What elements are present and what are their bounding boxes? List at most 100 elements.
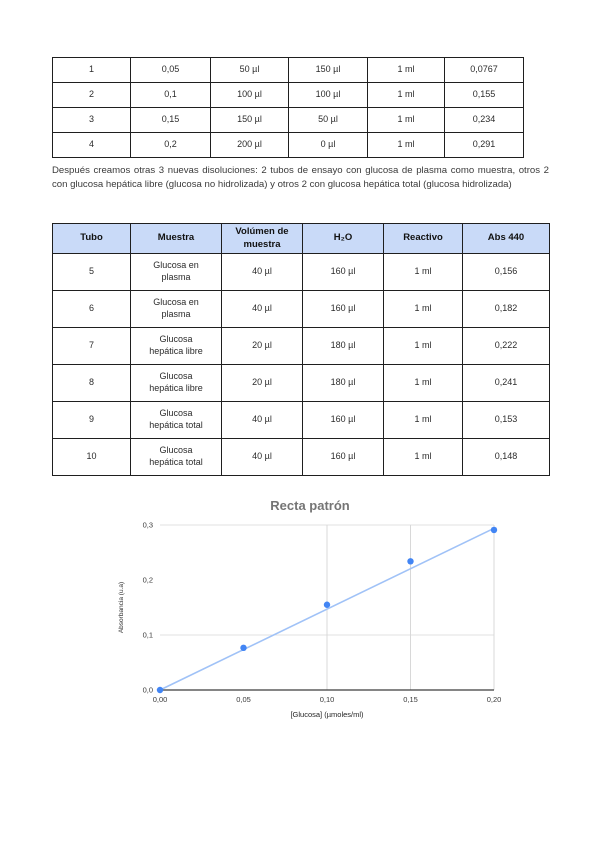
chart-container: 0,0 0,1 0,2 0,3 0,00 0,05 0,10 0,15 0,20 Recta pa… <box>100 493 540 748</box>
table-cell: 150 µl <box>210 107 289 133</box>
table-cell: 100 µl <box>210 82 289 108</box>
x-tick-label: 0,00 <box>153 695 168 704</box>
table-cell: 1 ml <box>383 253 463 291</box>
table-cell: 5 <box>52 253 131 291</box>
data-point <box>407 558 414 565</box>
table-cell: 0,241 <box>462 364 550 402</box>
column-header: Muestra <box>130 223 222 254</box>
table-cell: Glucosa hepática total <box>130 438 222 476</box>
table-cell: 8 <box>52 364 131 402</box>
recta-patron-chart: 0,0 0,1 0,2 0,3 0,00 0,05 0,10 0,15 0,20 Recta pa… <box>118 498 502 719</box>
x-tick-label: 0,10 <box>320 695 335 704</box>
table-cell: 0,222 <box>462 327 550 365</box>
table-cell: 40 µl <box>221 438 303 476</box>
data-point <box>156 686 164 694</box>
table-cell: 3 <box>52 107 131 133</box>
table-cell: 0,148 <box>462 438 550 476</box>
table-cell: 0 µl <box>288 132 368 158</box>
table-row: 6 Glucosa en plasma 40 µl 160 µl 1 ml 0,182 <box>52 290 550 328</box>
table-cell: Glucosa hepática libre <box>130 364 222 402</box>
table-cell: 1 ml <box>383 364 463 402</box>
table-cell: 0,182 <box>462 290 550 328</box>
table-cell: 0,2 <box>130 132 211 158</box>
y-tick-label: 0,2 <box>143 576 153 585</box>
table-row: 2 0,1 100 µl 100 µl 1 ml 0,155 <box>52 82 524 108</box>
table-cell: 2 <box>52 82 131 108</box>
table-cell: 1 ml <box>367 57 445 83</box>
table-cell: Glucosa en plasma <box>130 253 222 291</box>
table-cell: 0,05 <box>130 57 211 83</box>
y-tick-label: 0,0 <box>143 686 153 695</box>
table-cell: 1 <box>52 57 131 83</box>
table-cell: 1 ml <box>367 132 445 158</box>
x-tick-label: 0,15 <box>403 695 418 704</box>
table-cell: 6 <box>52 290 131 328</box>
table-row: 8 Glucosa hepática libre 20 µl 180 µl 1 ml 0,… <box>52 364 550 402</box>
column-header: H₂O <box>302 223 384 254</box>
table-cell: 1 ml <box>367 82 445 108</box>
data-point <box>240 644 247 652</box>
table-cell: Glucosa hepática libre <box>130 327 222 365</box>
table-cell: 40 µl <box>221 253 303 291</box>
table-cell: 1 ml <box>367 107 445 133</box>
x-tick-label: 0,05 <box>236 695 251 704</box>
data-point <box>323 601 331 608</box>
table-cell: 0,234 <box>444 107 524 133</box>
table-cell: 7 <box>52 327 131 365</box>
table-row: 1 0,05 50 µl 150 µl 1 ml 0,0767 <box>52 57 524 83</box>
y-tick-label: 0,3 <box>143 521 153 530</box>
table-cell: 1 ml <box>383 327 463 365</box>
table-row: 4 0,2 200 µl 0 µl 1 ml 0,291 <box>52 132 524 158</box>
column-header: Tubo <box>52 223 131 254</box>
table-cell: Glucosa en plasma <box>130 290 222 328</box>
table-row: 7 Glucosa hepática libre 20 µl 180 µl 1 ml 0,… <box>52 327 550 365</box>
table-cell: 160 µl <box>302 253 384 291</box>
y-tick-label: 0,1 <box>143 631 153 640</box>
column-header: Volúmen de muestra <box>221 223 303 254</box>
table-cell: 0,15 <box>130 107 211 133</box>
table-cell: 10 <box>52 438 131 476</box>
table-row: 9 Glucosa hepática total 40 µl 160 µl 1 ml 0,… <box>52 401 550 439</box>
table-cell: 160 µl <box>302 438 384 476</box>
table-cell: 0,156 <box>462 253 550 291</box>
table-cell: 0,291 <box>444 132 524 158</box>
chart-title: Recta patrón <box>270 498 350 513</box>
table-cell: 0,155 <box>444 82 524 108</box>
table-cell: 50 µl <box>288 107 368 133</box>
table-row: 3 0,15 150 µl 50 µl 1 ml 0,234 <box>52 107 524 133</box>
samples-table: Tubo Muestra Volúmen de muestra H₂O Reactivo… <box>52 223 550 476</box>
table-cell: 0,153 <box>462 401 550 439</box>
trendline <box>159 527 495 691</box>
table-cell: 160 µl <box>302 290 384 328</box>
intro-paragraph: Después creamos otras 3 nuevas disolucio… <box>52 165 549 191</box>
table-cell: 100 µl <box>288 82 368 108</box>
column-header: Abs 440 <box>462 223 550 254</box>
table-cell: 40 µl <box>221 401 303 439</box>
data-point <box>490 526 498 534</box>
standards-table: 1 0,05 50 µl 150 µl 1 ml 0,0767 2 0,1 100 µl 100 … <box>52 57 524 158</box>
table-cell: 180 µl <box>302 364 384 402</box>
table-row: 10 Glucosa hepática total 40 µl 160 µl 1 ml 0… <box>52 438 550 476</box>
table-cell: 150 µl <box>288 57 368 83</box>
table-cell: 20 µl <box>221 364 303 402</box>
y-axis-title: Absorbancia (u.a) <box>118 582 125 633</box>
table-cell: 180 µl <box>302 327 384 365</box>
table-cell: 9 <box>52 401 131 439</box>
table-cell: 4 <box>52 132 131 158</box>
table-cell: 1 ml <box>383 401 463 439</box>
table-cell: 1 ml <box>383 438 463 476</box>
x-tick-label: 0,20 <box>487 695 502 704</box>
table-cell: 50 µl <box>210 57 289 83</box>
table-cell: 1 ml <box>383 290 463 328</box>
header-row: Tubo Muestra Volúmen de muestra H₂O Reactivo… <box>52 223 550 254</box>
table-cell: 20 µl <box>221 327 303 365</box>
table-cell: 40 µl <box>221 290 303 328</box>
table-cell: 160 µl <box>302 401 384 439</box>
table-cell: Glucosa hepática total <box>130 401 222 439</box>
table-cell: 0,1 <box>130 82 211 108</box>
column-header: Reactivo <box>383 223 463 254</box>
x-axis-title: [Glucosa] (µmoles/ml) <box>290 710 364 719</box>
table-cell: 200 µl <box>210 132 289 158</box>
table-cell: 0,0767 <box>444 57 524 83</box>
